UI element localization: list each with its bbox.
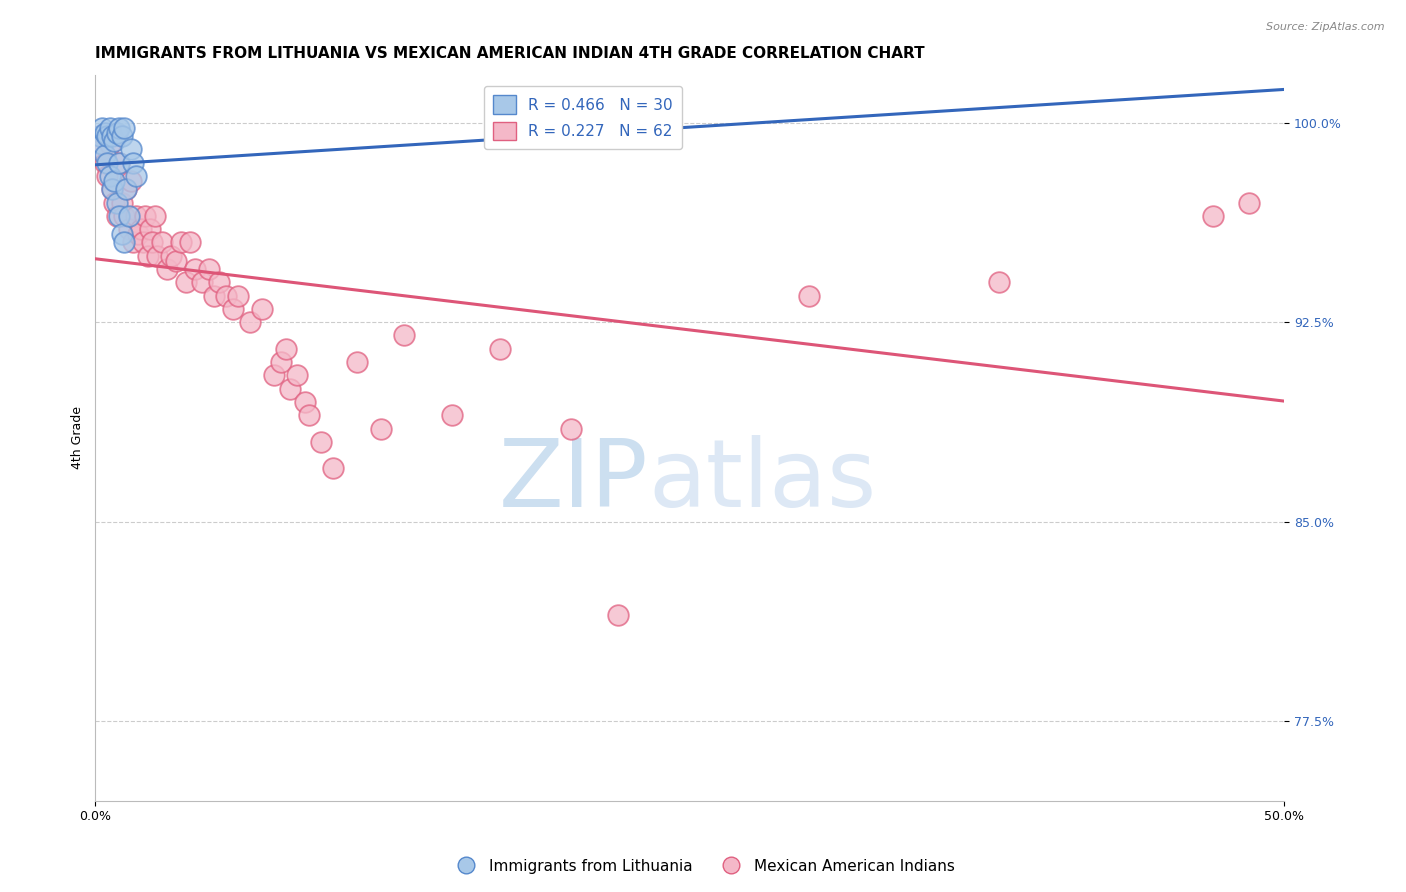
Point	[129, 222, 152, 236]
Y-axis label: 4th Grade: 4th Grade	[72, 407, 84, 469]
Point	[115, 182, 138, 196]
Point	[91, 121, 114, 136]
Point	[136, 249, 159, 263]
Point	[96, 169, 118, 183]
Point	[346, 355, 368, 369]
Point	[132, 235, 155, 250]
Point	[117, 209, 139, 223]
Point	[179, 235, 201, 250]
Point	[1202, 209, 1225, 223]
Point	[215, 288, 238, 302]
Point	[108, 121, 131, 136]
Point	[208, 275, 231, 289]
Point	[101, 182, 124, 196]
Point	[440, 408, 463, 422]
Point	[110, 129, 132, 144]
Point	[170, 235, 193, 250]
Point	[115, 182, 138, 196]
Point	[91, 136, 114, 151]
Point	[122, 155, 145, 169]
Point	[120, 174, 142, 188]
Point	[108, 209, 131, 223]
Point	[103, 174, 125, 188]
Point	[202, 288, 225, 302]
Point	[105, 195, 128, 210]
Point	[174, 275, 197, 289]
Point	[156, 262, 179, 277]
Legend: R = 0.466   N = 30, R = 0.227   N = 62: R = 0.466 N = 30, R = 0.227 N = 62	[484, 87, 682, 149]
Point	[987, 275, 1010, 289]
Point	[141, 235, 163, 250]
Point	[146, 249, 169, 263]
Point	[89, 129, 111, 144]
Point	[294, 395, 316, 409]
Point	[127, 227, 149, 242]
Point	[287, 368, 309, 383]
Point	[125, 209, 148, 223]
Point	[1237, 195, 1260, 210]
Point	[143, 209, 166, 223]
Point	[560, 129, 582, 144]
Point	[98, 169, 121, 183]
Point	[184, 262, 207, 277]
Point	[270, 355, 292, 369]
Point	[108, 155, 131, 169]
Point	[607, 607, 630, 622]
Text: ZIP: ZIP	[499, 435, 648, 527]
Point	[191, 275, 214, 289]
Point	[239, 315, 262, 329]
Point	[309, 434, 332, 449]
Point	[98, 136, 121, 151]
Point	[110, 195, 132, 210]
Point	[101, 129, 124, 144]
Point	[94, 127, 117, 141]
Point	[139, 222, 162, 236]
Point	[198, 262, 221, 277]
Point	[274, 342, 297, 356]
Point	[108, 155, 131, 169]
Point	[488, 342, 510, 356]
Point	[96, 129, 118, 144]
Point	[96, 155, 118, 169]
Point	[112, 121, 135, 136]
Point	[117, 222, 139, 236]
Point	[112, 209, 135, 223]
Point	[122, 235, 145, 250]
Point	[370, 421, 392, 435]
Point	[105, 127, 128, 141]
Point	[101, 182, 124, 196]
Legend: Immigrants from Lithuania, Mexican American Indians: Immigrants from Lithuania, Mexican Ameri…	[444, 853, 962, 880]
Point	[160, 249, 183, 263]
Point	[322, 461, 344, 475]
Point	[98, 121, 121, 136]
Point	[394, 328, 416, 343]
Point	[150, 235, 173, 250]
Point	[226, 288, 249, 302]
Point	[278, 382, 301, 396]
Point	[298, 408, 321, 422]
Point	[560, 421, 582, 435]
Point	[548, 127, 571, 141]
Point	[222, 301, 245, 316]
Point	[112, 235, 135, 250]
Point	[134, 209, 156, 223]
Point	[165, 254, 187, 268]
Point	[89, 129, 111, 144]
Text: Source: ZipAtlas.com: Source: ZipAtlas.com	[1267, 22, 1385, 32]
Text: IMMIGRANTS FROM LITHUANIA VS MEXICAN AMERICAN INDIAN 4TH GRADE CORRELATION CHART: IMMIGRANTS FROM LITHUANIA VS MEXICAN AME…	[96, 46, 925, 62]
Point	[120, 142, 142, 156]
Point	[94, 147, 117, 161]
Point	[125, 169, 148, 183]
Text: atlas: atlas	[648, 435, 876, 527]
Point	[797, 288, 820, 302]
Point	[91, 142, 114, 156]
Point	[263, 368, 285, 383]
Point	[103, 195, 125, 210]
Point	[103, 134, 125, 148]
Point	[94, 155, 117, 169]
Point	[105, 209, 128, 223]
Point	[110, 227, 132, 242]
Point	[250, 301, 273, 316]
Point	[536, 121, 558, 136]
